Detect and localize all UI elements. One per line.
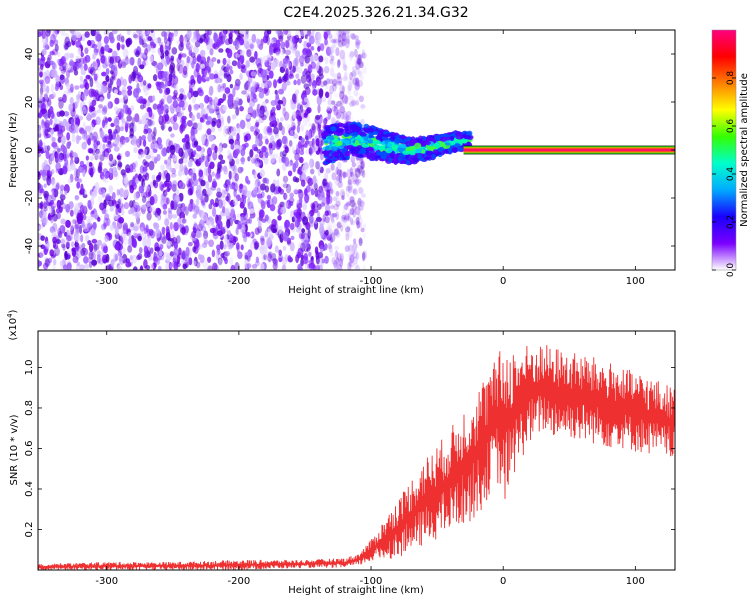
colorbar-scale — [711, 29, 737, 271]
spectrogram-y-label: Frequency (Hz) — [8, 112, 19, 188]
noise-region — [38, 30, 367, 270]
colorbar: 0.0 0.2 0.4 0.6 0.8 Normalized spectral ampl… — [711, 29, 750, 278]
snr-x-tick-label: 0 — [500, 576, 506, 587]
colorbar-tick-label: 0.8 — [726, 71, 736, 86]
spectrogram-x-tick-label: -200 — [228, 276, 251, 287]
snr-y-tick-label: 0.8 — [24, 400, 35, 416]
spectrogram-x-axis: -300 -200 -100 0 100 — [95, 30, 645, 287]
spectrogram-y-tick-label: 40 — [24, 48, 35, 61]
snr-x-label: Height of straight line (km) — [288, 585, 424, 596]
snr-x-tick-label: -100 — [360, 576, 383, 587]
figure-title: C2E4.2025.326.21.34.G32 — [283, 5, 468, 21]
spectrogram-x-tick-label: -100 — [360, 276, 383, 287]
snr-y-tick-label: 0.6 — [24, 441, 35, 457]
spectrogram-y-tick-label: -40 — [24, 238, 35, 254]
snr-x-tick-label: -200 — [228, 576, 251, 587]
spectrogram-y-axis: -40 -20 0 20 40 — [24, 48, 675, 254]
colorbar-tick-label: 0.0 — [726, 263, 736, 278]
snr-y-label: SNR (10 * v/v) — [9, 414, 20, 485]
snr-x-axis: -300 -200 -100 0 100 — [95, 331, 645, 587]
snr-frame — [37, 330, 676, 571]
snr-y-tick-label: 1.0 — [24, 360, 35, 376]
colorbar-ticks: 0.0 0.2 0.4 0.6 0.8 — [712, 71, 736, 278]
colorbar-tick-label: 0.6 — [726, 119, 736, 134]
colorbar-tick-label: 0.2 — [726, 215, 736, 229]
spectrogram-x-tick-label: 100 — [626, 276, 645, 287]
spectrogram-x-tick-label: -300 — [95, 276, 118, 287]
snr-y-multiplier: (x104) — [6, 309, 19, 340]
spectrogram-y-tick-label: -20 — [24, 190, 35, 206]
snr-y-tick-label: 0.2 — [24, 522, 35, 538]
snr-plot-area — [38, 345, 675, 570]
snr-y-tick-label: 0.4 — [24, 481, 35, 497]
spectrogram-y-tick-label: 20 — [24, 96, 35, 109]
spectrogram-plot-area — [38, 30, 675, 270]
signal-band — [321, 121, 474, 166]
snr-x-tick-label: 100 — [626, 576, 645, 587]
snr-y-axis: 0.2 0.4 0.6 0.8 1.0 — [24, 360, 675, 538]
snr-x-tick-label: -300 — [95, 576, 118, 587]
snr-series-line — [38, 345, 675, 570]
snr-panel: -300 -200 -100 0 100 0.2 0.4 0.6 0.8 1.0 Height … — [6, 309, 676, 596]
spectrogram-y-tick-label: 0 — [24, 147, 35, 153]
colorbar-tick-label: 0.4 — [726, 167, 736, 182]
spectrogram-x-tick-label: 0 — [500, 276, 506, 287]
colorbar-label: Normalized spectral amplitude — [739, 73, 750, 227]
spectrogram-x-label: Height of straight line (km) — [288, 285, 424, 296]
carrier-line — [463, 145, 675, 155]
